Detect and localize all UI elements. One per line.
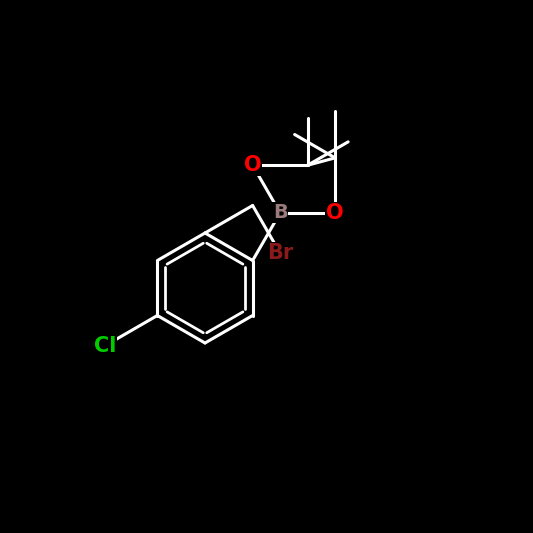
Text: O: O [326,203,344,223]
Text: O: O [244,155,262,175]
Text: B: B [273,204,287,222]
Text: Cl: Cl [94,336,116,356]
Text: Br: Br [267,243,293,263]
